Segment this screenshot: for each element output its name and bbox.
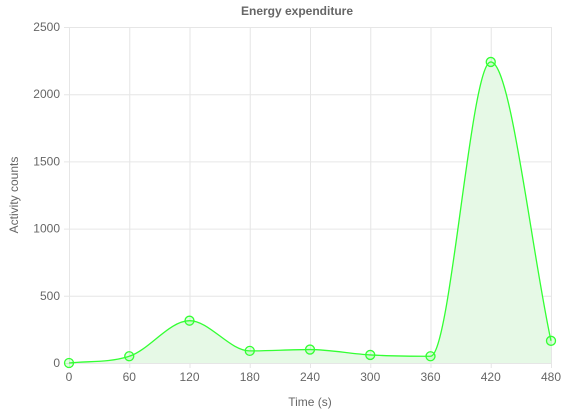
- area-fill: [69, 61, 551, 363]
- y-tick-label: 1500: [33, 154, 60, 168]
- line-path: [68, 61, 552, 364]
- x-axis-label: Time (s): [288, 395, 332, 409]
- data-point: [63, 357, 75, 369]
- data-point: [304, 344, 316, 355]
- x-tick-label: 360: [420, 370, 440, 384]
- y-tick-label: 0: [53, 356, 60, 370]
- y-axis-ticks: 0 500 1000 1500 2000 2500: [33, 20, 60, 370]
- data-point: [425, 351, 436, 362]
- data-point: [485, 56, 496, 68]
- chart-title: Energy expenditure: [241, 4, 353, 18]
- x-tick-label: 480: [541, 370, 561, 384]
- x-axis-ticks: 0 60 120 180 240 300 360 420 480: [66, 370, 562, 384]
- x-tick-label: 0: [66, 370, 73, 384]
- y-tick-label: 2000: [33, 87, 60, 101]
- y-tick-label: 500: [40, 289, 60, 303]
- x-tick-label: 60: [123, 370, 137, 384]
- x-tick-label: 180: [240, 370, 260, 384]
- data-point: [124, 351, 135, 362]
- data-point: [244, 345, 255, 357]
- x-tick-label: 240: [300, 370, 320, 384]
- y-tick-label: 1000: [33, 222, 60, 236]
- series-area: [69, 61, 551, 363]
- data-point: [365, 349, 376, 361]
- x-tick-label: 420: [481, 370, 501, 384]
- data-point: [545, 335, 557, 346]
- y-tick-label: 2500: [33, 20, 60, 34]
- data-points: [63, 56, 557, 369]
- y-axis-label: Activity counts: [7, 157, 21, 234]
- data-point: [184, 315, 195, 326]
- x-tick-label: 120: [179, 370, 199, 384]
- x-tick-label: 300: [360, 370, 380, 384]
- series-line: [68, 61, 552, 364]
